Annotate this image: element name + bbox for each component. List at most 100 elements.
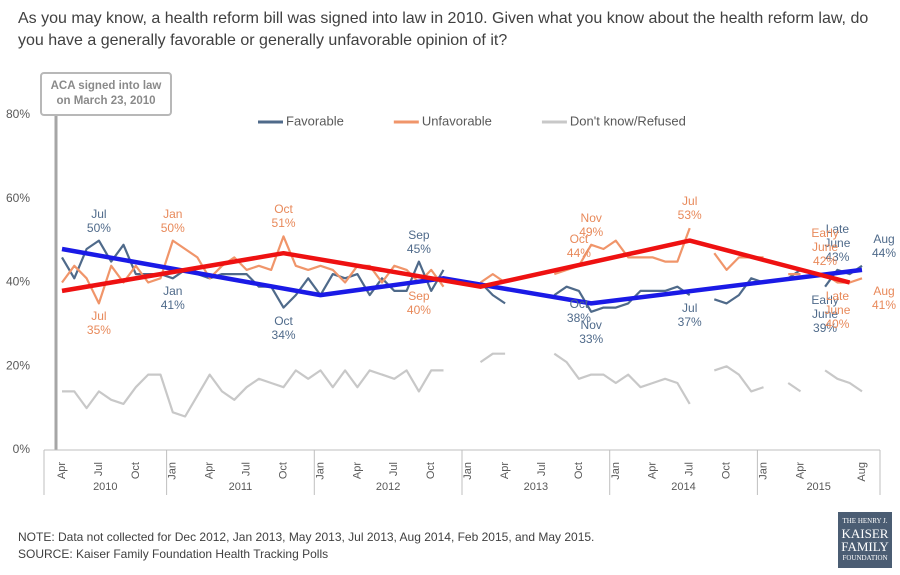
point-label: Oct 51% (267, 202, 301, 230)
point-label-name: Early June (811, 292, 839, 321)
point-label: Oct 34% (267, 314, 301, 342)
x-tick-label: Apr (499, 462, 511, 479)
point-label-name: Oct (274, 313, 293, 328)
point-label: Oct 44% (562, 232, 596, 260)
source: SOURCE: Kaiser Family Foundation Health … (18, 547, 329, 561)
point-label-name: Late June (824, 288, 851, 317)
point-label-name: Oct (274, 202, 293, 217)
x-tick-label: Oct (277, 462, 289, 479)
point-label: Jan 50% (156, 207, 190, 235)
y-tick-label: 0% (13, 442, 31, 456)
series-line (61, 239, 863, 313)
series-line (61, 227, 863, 305)
value-label: 38% (566, 310, 591, 325)
logo: THE HENRY J. KAISER FAMILY FOUNDATION (838, 512, 892, 568)
event-callout: ACA signed into law on March 23, 2010 (40, 72, 172, 116)
point-label-name: Aug (873, 284, 895, 299)
point-label: Early June 42% (808, 226, 842, 268)
x-tick-label: Jan (462, 462, 474, 480)
value-label: 50% (160, 220, 185, 235)
x-tick-label: Jul (684, 462, 696, 476)
point-label: Oct 38% (562, 297, 596, 325)
logo-text: THE HENRY J. (842, 517, 888, 525)
legend-label: Unfavorable (422, 113, 492, 128)
x-tick-label: Jul (93, 462, 105, 476)
value-label: 50% (86, 220, 111, 235)
point-label: Sep 40% (402, 289, 436, 317)
value-label: 49% (579, 224, 604, 239)
x-tick-label: Oct (130, 462, 142, 479)
point-label-name: Jul (91, 309, 107, 324)
value-label: 37% (677, 315, 702, 330)
x-group-label: 2015 (806, 481, 830, 493)
point-label-name: Early June (811, 226, 839, 255)
point-label-name: Jul (91, 206, 107, 221)
x-tick-label: Apr (351, 462, 363, 479)
series-line (62, 352, 863, 418)
x-tick-label: Apr (56, 462, 68, 479)
x-tick-label: Jul (388, 462, 400, 476)
x-tick-label: Aug (856, 462, 868, 482)
x-tick-label: Oct (721, 462, 733, 479)
point-label: Nov 33% (574, 318, 608, 346)
point-label: Jul 50% (82, 207, 116, 235)
note: NOTE: Data not collected for Dec 2012, J… (18, 530, 595, 544)
y-tick-label: 80% (6, 107, 30, 121)
x-tick-label: Oct (425, 462, 437, 479)
x-tick-label: Jul (536, 462, 548, 476)
point-label: Nov 49% (574, 211, 608, 239)
value-label: 43% (825, 249, 850, 264)
point-label-name: Aug (873, 231, 895, 246)
point-label: Jul 37% (673, 301, 707, 329)
point-label-name: Nov (580, 210, 602, 225)
point-label-name: Jul (682, 194, 698, 209)
legend-label: Favorable (286, 113, 344, 128)
x-tick-label: Jan (610, 462, 622, 480)
value-label: 45% (406, 241, 431, 256)
trend-line (61, 238, 851, 294)
logo-text: FOUNDATION (842, 554, 888, 562)
value-label: 39% (813, 320, 838, 335)
value-label: 35% (86, 323, 111, 338)
logo-text: KAISER (841, 526, 889, 541)
point-label-name: Jan (163, 284, 183, 299)
point-label: Early June 39% (808, 293, 842, 335)
point-label-name: Jan (163, 206, 183, 221)
y-tick-label: 40% (6, 275, 30, 289)
x-group-label: 2013 (524, 481, 548, 493)
value-label: 44% (871, 245, 897, 260)
point-label-name: Late June (824, 221, 851, 250)
value-label: 40% (406, 302, 431, 317)
point-label-name: Oct (569, 296, 589, 311)
point-label: Late June 43% (820, 222, 854, 264)
x-group-label: 2014 (671, 481, 695, 493)
point-label: Aug 41% (867, 284, 900, 312)
point-label-name: Sep (408, 288, 430, 303)
x-tick-label: Jan (167, 462, 179, 480)
value-label: 44% (566, 245, 591, 260)
point-label-name: Oct (569, 231, 589, 246)
x-group-label: 2010 (93, 481, 117, 493)
point-label-name: Jul (682, 301, 698, 316)
point-label-name: Nov (580, 317, 602, 332)
value-label: 51% (271, 216, 296, 231)
value-label: 41% (871, 298, 897, 313)
value-label: 33% (579, 331, 604, 346)
point-label: Late June 40% (820, 289, 854, 331)
point-label: Aug 44% (867, 232, 900, 260)
point-label: Jan 41% (156, 284, 190, 312)
logo-text: FAMILY (841, 539, 889, 554)
x-tick-label: Apr (204, 462, 216, 479)
value-label: 40% (825, 316, 850, 331)
x-tick-label: Jan (314, 462, 326, 480)
x-tick-label: Apr (794, 462, 806, 479)
x-group-label: 2012 (376, 481, 400, 493)
y-tick-label: 60% (6, 191, 30, 205)
x-tick-label: Jul (241, 462, 253, 476)
value-label: 34% (271, 327, 296, 342)
legend-label: Don't know/Refused (570, 113, 686, 128)
point-label-name: Sep (408, 227, 430, 242)
point-label: Jul 53% (673, 194, 707, 222)
